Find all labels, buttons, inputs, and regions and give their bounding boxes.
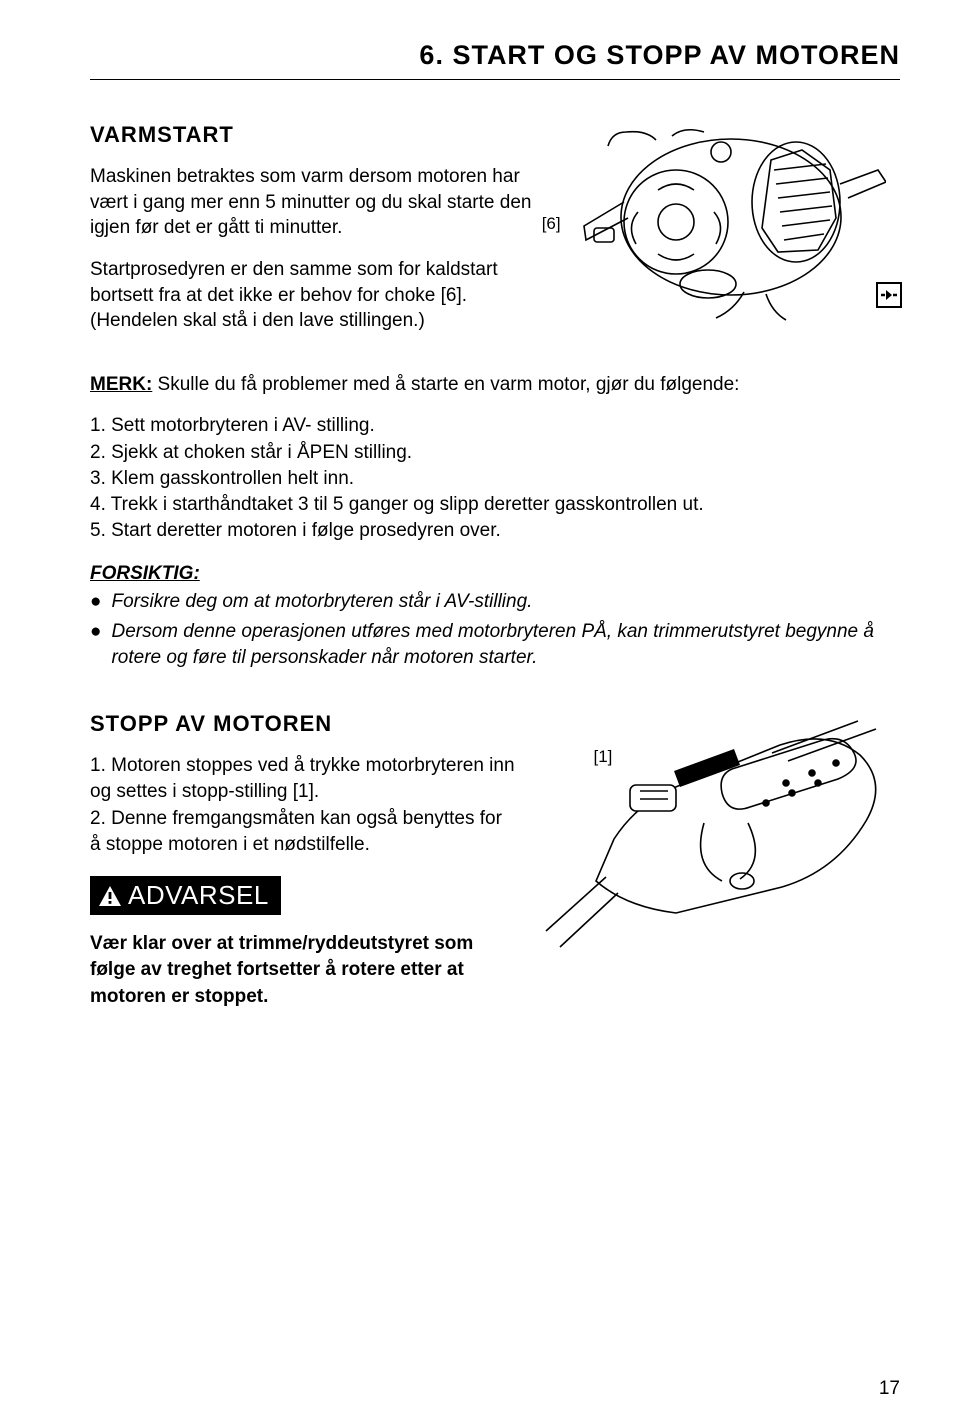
page-number: 17 bbox=[879, 1378, 900, 1400]
merk-label: MERK: bbox=[90, 374, 152, 395]
stopp-item-1: 1. Motoren stoppes ved å trykke motorbry… bbox=[90, 753, 518, 805]
merk-block: MERK: Skulle du få problemer med å start… bbox=[90, 372, 900, 398]
bullet-icon: ● bbox=[90, 589, 101, 615]
varmstart-heading: VARMSTART bbox=[90, 122, 534, 148]
merk-item-1: 1. Sett motorbryteren i AV- stilling. bbox=[90, 413, 900, 439]
stopp-heading: STOPP AV MOTOREN bbox=[90, 711, 518, 737]
forsiktig-label: FORSIKTIG: bbox=[90, 563, 900, 585]
engine-figure: [6] bbox=[552, 122, 900, 350]
merk-item-4: 4. Trekk i starthåndtaket 3 til 5 ganger… bbox=[90, 492, 900, 518]
merk-item-5: 5. Start deretter motoren i følge prosed… bbox=[90, 518, 900, 544]
page-title: 6. START OG STOPP AV MOTOREN bbox=[90, 40, 900, 71]
fig6-label: [6] bbox=[542, 214, 561, 234]
varmstart-row: VARMSTART Maskinen betraktes som varm de… bbox=[90, 122, 900, 350]
engine-illustration bbox=[566, 122, 886, 342]
warning-para: Vær klar over at trimme/ryddeutstyret so… bbox=[90, 931, 518, 1010]
warning-label: ADVARSEL bbox=[128, 880, 269, 911]
fig1-label: [1] bbox=[594, 747, 613, 767]
stopp-text: STOPP AV MOTOREN 1. Motoren stoppes ved … bbox=[90, 711, 518, 1010]
forsiktig-bullet-1: ● Forsikre deg om at motorbryteren står … bbox=[90, 589, 900, 615]
press-arrow-icon bbox=[674, 749, 740, 787]
bullet-icon: ● bbox=[90, 619, 101, 671]
handle-illustration bbox=[536, 711, 896, 961]
warning-box: ADVARSEL bbox=[90, 876, 281, 915]
choke-open-icon bbox=[876, 282, 902, 313]
stopp-row: STOPP AV MOTOREN 1. Motoren stoppes ved … bbox=[90, 711, 900, 1010]
varmstart-p1: Maskinen betraktes som varm dersom motor… bbox=[90, 164, 534, 241]
merk-intro: Skulle du få problemer med å starte en v… bbox=[152, 374, 739, 395]
forsiktig-b1-text: Forsikre deg om at motorbryteren står i … bbox=[111, 589, 532, 615]
stopp-item-2: 2. Denne fremgangsmåten kan også benytte… bbox=[90, 806, 518, 858]
forsiktig-bullet-2: ● Dersom denne operasjonen utføres med m… bbox=[90, 619, 900, 671]
handle-figure: [1] bbox=[536, 711, 901, 1010]
warning-triangle-icon bbox=[98, 885, 122, 907]
varmstart-text: VARMSTART Maskinen betraktes som varm de… bbox=[90, 122, 534, 350]
title-rule bbox=[90, 79, 900, 80]
merk-item-2: 2. Sjekk at choken står i ÅPEN stilling. bbox=[90, 440, 900, 466]
merk-item-3: 3. Klem gasskontrollen helt inn. bbox=[90, 466, 900, 492]
varmstart-p2: Startprosedyren er den samme som for kal… bbox=[90, 257, 534, 334]
forsiktig-b2-text: Dersom denne operasjonen utføres med mot… bbox=[111, 619, 900, 671]
